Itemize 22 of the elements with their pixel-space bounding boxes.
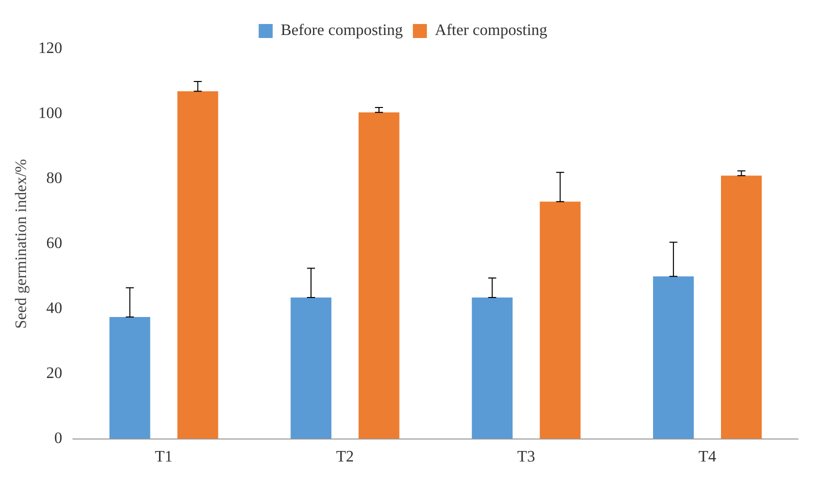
y-tick-label: 120 bbox=[38, 40, 62, 58]
bar bbox=[653, 276, 694, 439]
y-tick-label: 0 bbox=[54, 430, 62, 448]
x-tick-label: T4 bbox=[698, 448, 716, 466]
y-tick-label: 100 bbox=[38, 105, 62, 122]
x-tick-label: T3 bbox=[517, 448, 536, 466]
bar bbox=[358, 112, 400, 439]
y-tick-label: 60 bbox=[46, 235, 62, 252]
x-tick-label: T2 bbox=[336, 448, 354, 466]
bar bbox=[109, 316, 150, 439]
bar bbox=[720, 176, 762, 439]
bar bbox=[290, 298, 332, 439]
y-tick-label: 40 bbox=[46, 300, 62, 318]
y-axis-title: Seed germination index/% bbox=[12, 159, 30, 329]
legend-label: After composting bbox=[434, 22, 548, 40]
y-tick-label: 80 bbox=[46, 170, 62, 188]
bar bbox=[177, 91, 218, 439]
bar bbox=[472, 298, 513, 439]
bar bbox=[540, 202, 581, 439]
legend-label: Before composting bbox=[280, 22, 403, 40]
y-tick-label: 20 bbox=[46, 365, 62, 382]
x-tick-label: T1 bbox=[154, 448, 173, 466]
